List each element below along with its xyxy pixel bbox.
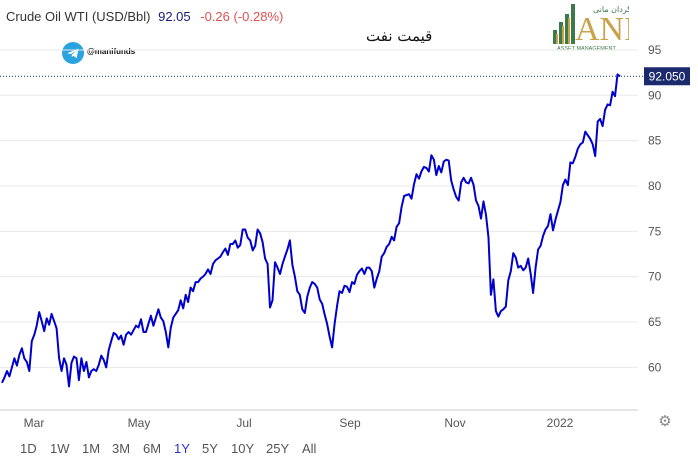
brand-logo: ANI سبدگردان مانی ASSET MANAGEMENT: [549, 0, 645, 52]
last-value-tag-label: 92.050: [649, 69, 686, 83]
range-button-5y[interactable]: 5Y: [202, 441, 218, 456]
y-tick-label: 90: [648, 88, 662, 102]
y-tick-label: 70: [648, 270, 662, 284]
range-button-all[interactable]: All: [302, 441, 317, 456]
range-button-1d[interactable]: 1D: [20, 441, 37, 456]
range-button-1y[interactable]: 1Y: [174, 441, 190, 456]
range-button-1w[interactable]: 1W: [50, 441, 70, 456]
instrument-name: Crude Oil WTI (USD/Bbl): [6, 9, 151, 24]
telegram-icon: [62, 42, 84, 64]
y-tick-label: 95: [648, 43, 662, 57]
range-button-10y[interactable]: 10Y: [231, 441, 255, 456]
y-tick-label: 75: [648, 224, 662, 238]
x-tick-label: 2022: [547, 416, 574, 430]
range-button-1m[interactable]: 1M: [82, 441, 101, 456]
chart-watermark-title: قیمت نفت: [366, 27, 433, 45]
series-line: [1, 73, 621, 388]
y-tick-label: 80: [648, 179, 662, 193]
range-button-3m[interactable]: 3M: [112, 441, 131, 456]
x-tick-label: Jul: [236, 416, 251, 430]
range-selector: 1D 1W 1M 3M 6M 1Y 5Y 10Y 25Y All: [0, 441, 698, 461]
x-tick-label: May: [128, 416, 151, 430]
x-tick-label: Sep: [339, 416, 361, 430]
y-tick-label: 65: [648, 315, 662, 329]
y-tick-label: 85: [648, 134, 662, 148]
settings-gear-icon[interactable]: ⚙: [658, 413, 672, 430]
x-tick-label: Nov: [444, 416, 465, 430]
price-change: -0.26 (-0.28%): [200, 9, 284, 24]
last-value-tag: 92.050: [644, 67, 690, 86]
x-axis: Mar May Jul Sep Nov 2022: [24, 416, 574, 430]
logo-subtitle: ASSET MANAGEMENT: [557, 46, 617, 52]
range-button-25y[interactable]: 25Y: [266, 441, 290, 456]
logo-brand-text: ANI: [575, 11, 629, 48]
chart-header: Crude Oil WTI (USD/Bbl) 92.05 -0.26 (-0.…: [6, 9, 283, 24]
chart-grid: [0, 49, 638, 411]
y-axis: 60 65 70 75 80 85 90 95: [648, 43, 662, 374]
range-button-6m[interactable]: 6M: [143, 441, 162, 456]
telegram-handle: @manifunds: [87, 47, 136, 56]
last-value-tag-bg: [644, 67, 690, 86]
price-chart: 60 65 70 75 80 85 90 95 Mar May Jul Sep Nov 2022 92.…: [0, 43, 690, 430]
x-tick-label: Mar: [24, 416, 45, 430]
logo-fa-text: سبدگردان مانی: [593, 4, 629, 14]
y-tick-label: 60: [648, 360, 662, 374]
current-price: 92.05: [158, 9, 191, 24]
